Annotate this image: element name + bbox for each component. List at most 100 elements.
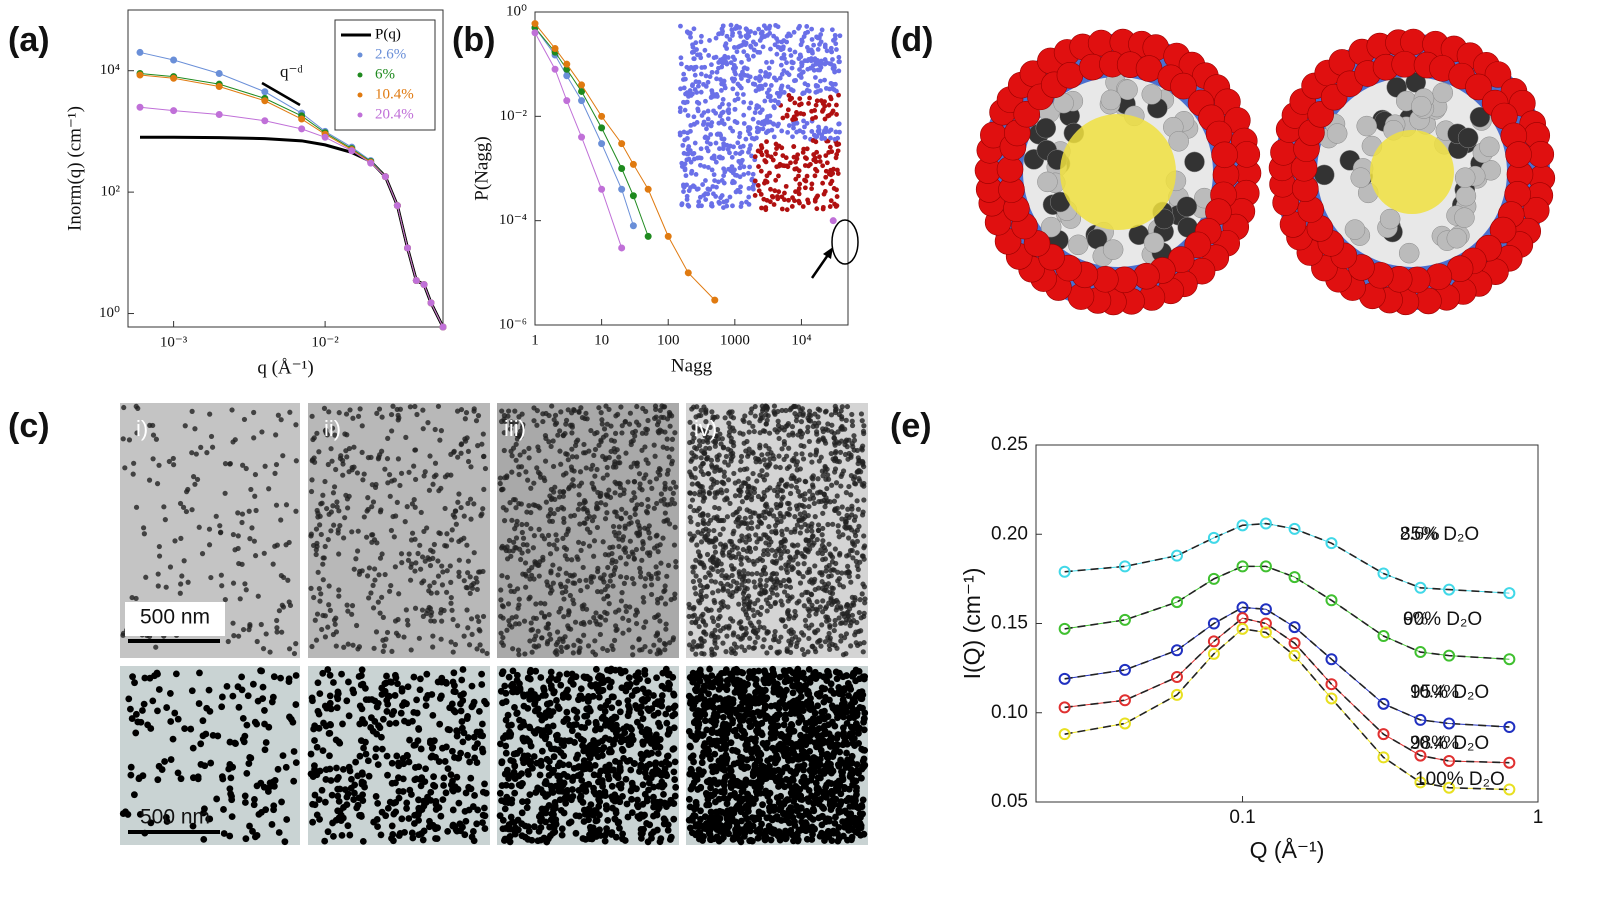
head — [1270, 139, 1297, 166]
particle — [506, 825, 514, 833]
inset-bead — [831, 186, 837, 191]
particle — [528, 627, 534, 633]
inset-bead — [679, 160, 685, 166]
particle — [161, 504, 167, 510]
particle — [556, 609, 562, 615]
particle — [591, 726, 599, 734]
particle — [618, 515, 624, 521]
particle — [431, 541, 437, 548]
particle — [267, 649, 273, 655]
particle — [332, 621, 338, 627]
particle — [515, 772, 523, 780]
particle — [311, 455, 317, 461]
particle — [545, 513, 552, 519]
inset-bead — [691, 26, 697, 32]
particle — [355, 413, 362, 419]
particle — [547, 631, 553, 637]
particle — [546, 541, 552, 547]
particle — [565, 819, 573, 827]
particle — [671, 501, 678, 507]
inset-bead — [784, 207, 790, 213]
inset-bead — [742, 72, 748, 78]
particle — [272, 470, 278, 476]
particle — [424, 692, 432, 699]
inset-bead — [793, 78, 799, 83]
inset-bead — [690, 42, 695, 48]
particle — [562, 634, 568, 640]
particle — [501, 447, 507, 454]
inset-bead — [734, 91, 740, 97]
particle — [589, 480, 595, 486]
particle — [717, 541, 724, 547]
particle — [408, 647, 414, 653]
particle — [604, 593, 611, 599]
particle — [461, 513, 467, 519]
particle — [722, 415, 728, 421]
particle — [315, 510, 321, 516]
particle — [643, 619, 649, 625]
tail — [1455, 185, 1477, 207]
particle — [711, 527, 717, 534]
particle — [558, 461, 564, 467]
particle — [317, 598, 323, 604]
particle — [217, 523, 223, 529]
particle — [710, 590, 716, 596]
particle — [616, 607, 622, 613]
particle — [645, 689, 652, 697]
particle — [610, 583, 616, 589]
inset-bead — [836, 54, 842, 60]
particle — [764, 472, 770, 478]
particle — [392, 564, 398, 570]
particle — [455, 623, 461, 629]
particle — [617, 784, 625, 792]
inset-bead — [830, 81, 836, 87]
particle — [290, 748, 298, 755]
particle — [280, 453, 286, 459]
particle — [498, 670, 506, 678]
inset-bead — [713, 35, 719, 41]
particle — [570, 721, 578, 729]
particle — [557, 681, 565, 689]
particle — [266, 486, 272, 492]
particle — [354, 772, 362, 780]
particle — [590, 771, 598, 779]
particle — [834, 493, 840, 499]
particle — [541, 536, 548, 542]
particle — [651, 761, 659, 768]
head — [1211, 141, 1238, 169]
particle — [627, 766, 635, 774]
particle — [560, 809, 568, 817]
inset-bead — [803, 178, 809, 184]
particle — [259, 683, 267, 691]
particle — [575, 696, 582, 704]
inset-bead — [707, 74, 713, 80]
particle — [430, 773, 437, 781]
particle — [723, 573, 729, 579]
particle — [315, 724, 323, 732]
particle — [696, 623, 702, 630]
particle — [657, 637, 663, 643]
particle — [724, 633, 730, 639]
inset-bead — [755, 183, 761, 188]
inset-bead — [786, 123, 792, 128]
particle — [222, 490, 228, 496]
inset-bead — [684, 193, 690, 199]
particle — [293, 422, 299, 428]
tail — [1153, 208, 1175, 230]
particle — [520, 692, 528, 700]
inset-bead — [828, 96, 834, 102]
particle — [671, 758, 679, 766]
inset-bead — [811, 132, 817, 138]
particle — [405, 815, 413, 822]
particle — [787, 506, 793, 512]
tail — [1379, 208, 1401, 230]
inset-bead — [781, 68, 787, 74]
particle — [641, 624, 647, 630]
particle — [355, 646, 361, 652]
inset-bead — [720, 109, 726, 115]
particle — [434, 590, 440, 596]
particle — [431, 618, 437, 624]
particle — [572, 442, 579, 449]
particle — [820, 538, 826, 544]
particle — [440, 782, 447, 789]
